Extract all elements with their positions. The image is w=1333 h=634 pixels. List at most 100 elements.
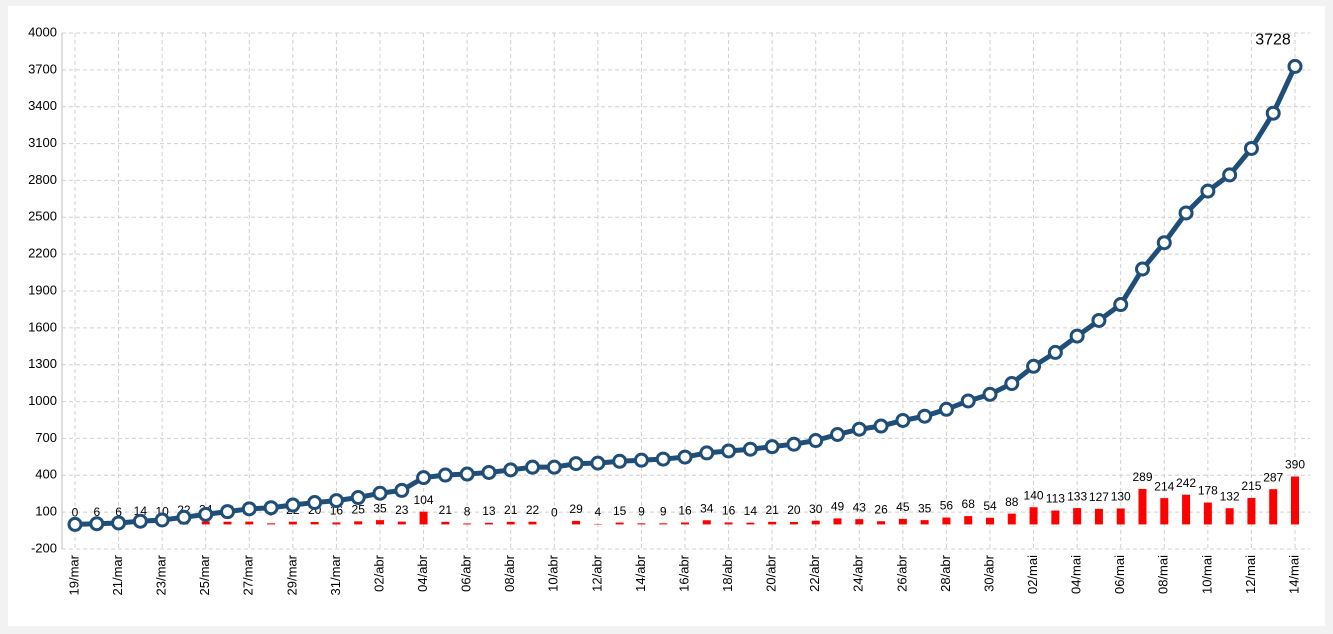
line-marker	[699, 445, 715, 461]
bar-value-label: 21	[439, 503, 453, 517]
bar	[201, 521, 210, 525]
bar-value-label: 140	[1024, 488, 1044, 502]
line-marker	[960, 393, 976, 409]
line-marker	[176, 509, 192, 525]
bar-value-label: 127	[1089, 490, 1109, 504]
bar	[1116, 508, 1125, 525]
line-marker	[459, 466, 475, 482]
bar	[1029, 507, 1038, 525]
bar-value-label: 0	[551, 506, 558, 520]
bar	[288, 521, 297, 525]
bar	[964, 516, 973, 525]
bar-value-label: 6	[115, 505, 122, 519]
bar-value-label: 178	[1198, 484, 1218, 498]
bar	[1160, 498, 1169, 525]
x-tick-label: 24/abr	[851, 554, 866, 592]
y-tick-label: 3700	[28, 61, 57, 76]
bar-value-label: 54	[983, 499, 997, 513]
x-tick-label: 04/mai	[1069, 555, 1084, 594]
bar	[419, 511, 428, 525]
bar	[811, 520, 820, 525]
y-tick-label: 4000	[28, 24, 57, 39]
x-tick-label: 21/mar	[110, 554, 125, 595]
y-tick-label: 3100	[28, 135, 57, 150]
line-marker	[895, 412, 911, 428]
x-tick-label: 12/abr	[589, 554, 604, 592]
bar	[1051, 510, 1060, 525]
bar	[397, 521, 406, 525]
x-tick-label: 02/mai	[1025, 555, 1040, 594]
bar-value-label: 8	[464, 505, 471, 519]
line-marker	[633, 452, 649, 468]
line-marker	[1222, 167, 1238, 183]
bar-value-label: 21	[765, 503, 779, 517]
x-tick-label: 14/abr	[633, 554, 648, 592]
y-tick-label: 400	[35, 467, 57, 482]
y-tick-label: 2800	[28, 172, 57, 187]
line-marker	[568, 456, 584, 472]
line-marker	[764, 439, 780, 455]
x-tick-label: 06/abr	[459, 554, 474, 592]
line-marker	[503, 462, 519, 478]
bar-value-label: 16	[722, 504, 736, 518]
x-tick-label: 08/mai	[1156, 555, 1171, 594]
y-tick-label: 1900	[28, 282, 57, 297]
line-marker	[1113, 297, 1129, 313]
y-tick-label: 700	[35, 430, 57, 445]
y-tick-label: 2500	[28, 209, 57, 224]
bar	[1007, 513, 1016, 525]
bar-value-label: 56	[940, 499, 954, 513]
bar	[223, 521, 232, 525]
bar	[942, 517, 951, 525]
x-tick-label: 30/abr	[981, 554, 996, 592]
line-marker	[1243, 140, 1259, 156]
bar	[572, 520, 581, 525]
line-marker	[742, 441, 758, 457]
bar	[637, 523, 646, 525]
bar-value-label: 130	[1111, 490, 1131, 504]
bar-value-label: 26	[874, 502, 888, 516]
line-marker	[285, 497, 301, 513]
bar	[1073, 508, 1082, 525]
line-marker	[830, 426, 845, 442]
y-tick-label: -200	[31, 540, 57, 555]
bar	[898, 518, 907, 525]
bar-value-label: 287	[1263, 470, 1283, 484]
bar	[310, 521, 319, 525]
bar	[528, 521, 537, 525]
bar	[484, 522, 493, 525]
x-tick-label: 18/abr	[720, 554, 735, 592]
bar-value-label: 30	[809, 502, 823, 516]
line-marker	[938, 401, 954, 417]
x-tick-label: 23/mar	[154, 554, 169, 595]
x-tick-label: 06/mai	[1112, 555, 1127, 594]
x-tick-label: 16/abr	[676, 554, 691, 592]
line-marker	[982, 386, 998, 402]
bar-value-label: 132	[1220, 489, 1240, 503]
y-tick-label: 100	[35, 504, 57, 519]
bar	[1247, 498, 1256, 525]
y-tick-label: 1600	[28, 319, 57, 334]
y-tick-label: 1300	[28, 356, 57, 371]
x-tick-label: 22/abr	[807, 554, 822, 592]
line-marker	[132, 513, 148, 529]
bar	[920, 520, 929, 525]
bar	[245, 521, 254, 525]
bar	[1203, 502, 1212, 525]
line-marker	[1156, 235, 1172, 251]
x-tick-label: 04/abr	[415, 554, 430, 592]
line-marker	[1091, 312, 1107, 328]
bar-value-label: 4	[595, 505, 602, 519]
bar	[376, 520, 384, 525]
bar-value-label: 49	[831, 500, 845, 514]
bar-value-label: 13	[482, 504, 496, 518]
line-marker	[1047, 344, 1063, 360]
bar-value-label: 9	[638, 504, 645, 518]
line-value-label: 3728	[1255, 32, 1291, 49]
x-tick-label: 29/mar	[284, 554, 299, 595]
x-tick-label: 25/mar	[197, 554, 212, 595]
line-marker	[220, 504, 235, 520]
line-marker	[350, 490, 366, 506]
x-tick-label: 14/mai	[1286, 555, 1301, 594]
bar-value-label: 23	[395, 503, 409, 517]
